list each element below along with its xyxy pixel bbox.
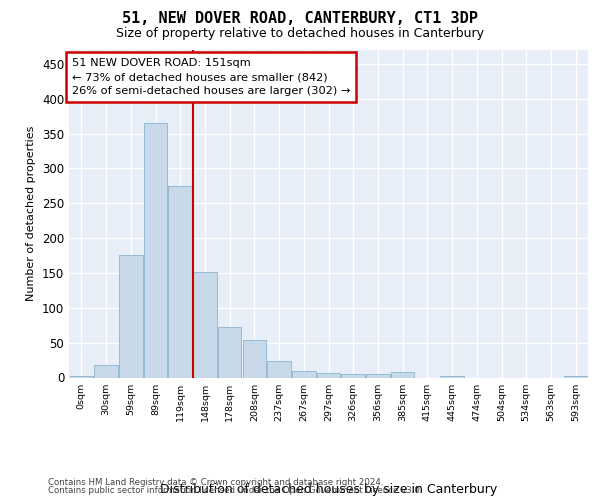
Text: Size of property relative to detached houses in Canterbury: Size of property relative to detached ho… — [116, 28, 484, 40]
Bar — [119, 255, 143, 378]
Bar — [218, 328, 241, 378]
Bar — [317, 374, 340, 378]
Bar — [94, 365, 118, 378]
Bar — [242, 340, 266, 378]
Text: Contains public sector information licensed under the Open Government Licence v3: Contains public sector information licen… — [48, 486, 422, 495]
Bar — [144, 123, 167, 378]
Bar — [391, 372, 415, 378]
Bar — [440, 376, 464, 378]
Bar — [193, 272, 217, 378]
Y-axis label: Number of detached properties: Number of detached properties — [26, 126, 37, 302]
Bar — [169, 186, 192, 378]
Bar — [268, 362, 291, 378]
Bar — [292, 370, 316, 378]
Text: Contains HM Land Registry data © Crown copyright and database right 2024.: Contains HM Land Registry data © Crown c… — [48, 478, 383, 487]
X-axis label: Distribution of detached houses by size in Canterbury: Distribution of detached houses by size … — [160, 483, 497, 496]
Bar — [564, 376, 587, 378]
Text: 51, NEW DOVER ROAD, CANTERBURY, CT1 3DP: 51, NEW DOVER ROAD, CANTERBURY, CT1 3DP — [122, 11, 478, 26]
Bar — [341, 374, 365, 378]
Bar — [366, 374, 389, 378]
Text: 51 NEW DOVER ROAD: 151sqm
← 73% of detached houses are smaller (842)
26% of semi: 51 NEW DOVER ROAD: 151sqm ← 73% of detac… — [71, 58, 350, 96]
Bar — [70, 376, 93, 378]
